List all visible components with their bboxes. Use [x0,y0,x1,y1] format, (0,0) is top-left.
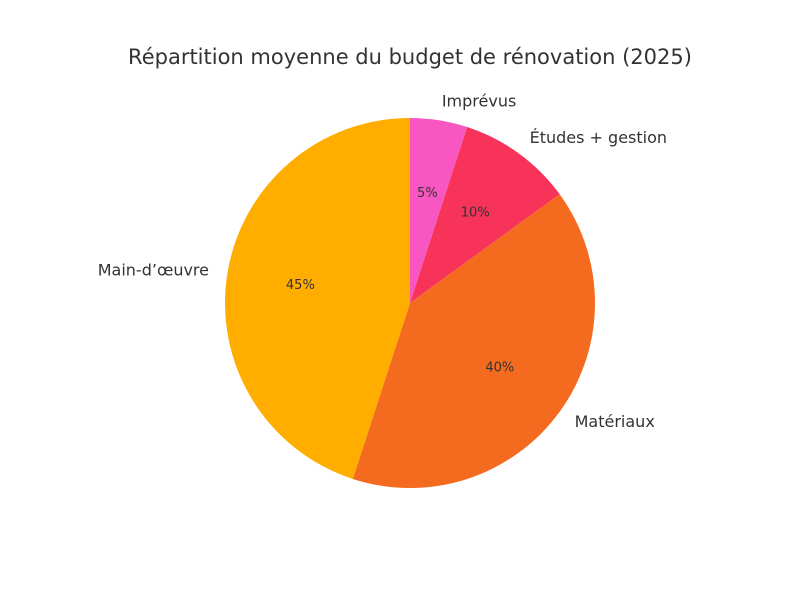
slice-label: Main-d’œuvre [98,261,209,280]
slice-label: Imprévus [442,92,516,111]
slice-label: Études + gestion [530,128,667,147]
slice-percent-label: 10% [461,206,490,221]
chart-title: Répartition moyenne du budget de rénovat… [128,45,692,69]
slice-percent-label: 45% [286,278,315,293]
slice-percent-label: 5% [417,186,438,201]
pie-slice [225,118,410,479]
slice-label: Matériaux [575,412,655,431]
pie-slice [410,127,560,304]
slice-percent-label: 40% [485,361,514,376]
pie-slice [410,118,468,303]
pie-slice [352,194,596,488]
